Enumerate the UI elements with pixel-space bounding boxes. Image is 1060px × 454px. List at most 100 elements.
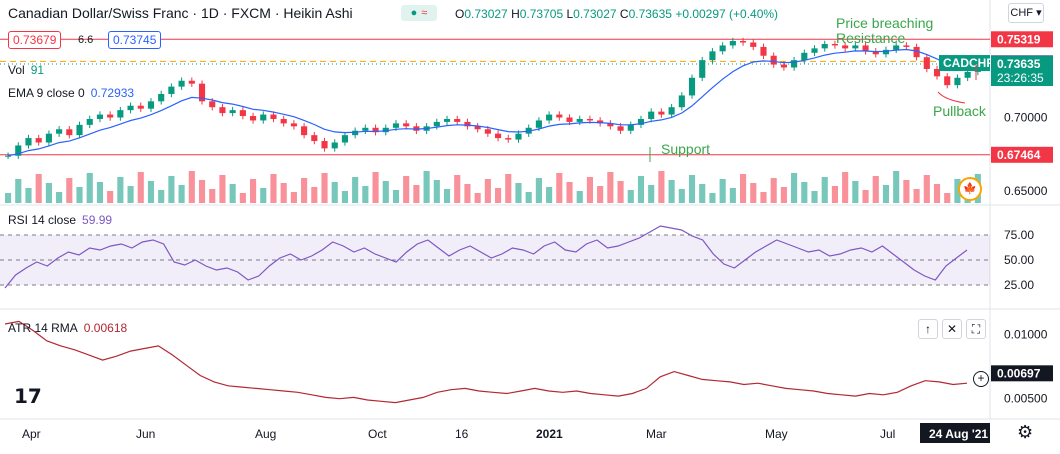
tradingview-logo-icon: 𝟭𝟳 (14, 386, 42, 408)
volume-bar (637, 176, 645, 203)
candle (168, 86, 175, 94)
volume-bar (127, 186, 134, 203)
volume-bar (678, 189, 685, 203)
candle (740, 41, 747, 43)
candle (158, 93, 165, 102)
volume-bar (423, 171, 430, 203)
candle (842, 45, 849, 49)
volume-bar (556, 173, 563, 203)
candle (117, 110, 124, 118)
candle (321, 141, 328, 149)
volume-bar (96, 182, 103, 203)
volume-bar (413, 185, 420, 203)
volume-bar (219, 175, 226, 203)
close-icon[interactable]: ✕ (942, 319, 962, 339)
last-price-axis-tag (991, 56, 1053, 87)
candle (147, 101, 155, 109)
volume-bar (352, 177, 359, 203)
volume-bar (250, 179, 257, 203)
volume-bar (607, 172, 614, 203)
volume-bar (893, 171, 900, 203)
atr-tick: 0.01000 (1004, 327, 1048, 341)
candle (699, 60, 706, 78)
volume-bar (872, 176, 879, 203)
atr-legend[interactable]: ATR 14 RMA 0.00618 (8, 321, 128, 335)
volume-bar (770, 178, 777, 203)
volume-bar (188, 171, 195, 203)
volume-bar (699, 184, 706, 203)
candle (239, 110, 246, 117)
candle (382, 127, 389, 133)
volume-bar (76, 187, 83, 203)
support-axis-label: 0.67464 (997, 148, 1041, 162)
time-tick: Jun (136, 427, 155, 441)
resistance-annotation-line-0: Price breaching (836, 15, 933, 31)
volume-bar (923, 175, 930, 203)
ema-legend[interactable]: EMA 9 close 0 0.72933 (8, 86, 135, 100)
volume-bar (515, 183, 522, 203)
gear-icon[interactable]: ⚙ (1017, 422, 1034, 442)
pullback-annotation: Pullback (933, 103, 987, 119)
volume-bar (740, 174, 747, 203)
volume-bar (750, 183, 757, 203)
candle (903, 45, 910, 47)
volume-bar (627, 190, 634, 203)
volume-bar (66, 178, 73, 203)
candle (668, 107, 675, 115)
resistance-annotation-line-1: Resistance (836, 30, 905, 46)
canada-flag-icon[interactable]: 🍁 (958, 177, 982, 201)
candle (454, 118, 461, 122)
time-tick: Aug (255, 427, 276, 441)
currency-select[interactable]: CHF ▾ (1008, 3, 1044, 23)
time-tick: Apr (22, 427, 41, 441)
date-tag-bg (920, 423, 990, 443)
candle (270, 114, 277, 119)
volume-bar (35, 174, 42, 203)
candle (770, 55, 777, 65)
candle (627, 124, 634, 131)
candle (607, 123, 614, 127)
volume-bar (137, 172, 144, 203)
volume-bar (382, 181, 389, 203)
move-up-icon[interactable]: ↑ (918, 319, 938, 339)
volume-bar (464, 184, 471, 203)
candle (331, 142, 338, 149)
countdown-label: 23:26:35 (997, 71, 1044, 85)
candle (362, 127, 369, 131)
volume-bar (648, 185, 655, 203)
volume-bar (801, 182, 808, 203)
volume-bar (86, 173, 93, 203)
crosshair-plus-icon[interactable]: + (973, 371, 989, 387)
volume-bar (45, 183, 52, 203)
vol-legend[interactable]: Vol 91 (8, 63, 45, 77)
volume-bar (270, 174, 277, 203)
volume-bar (229, 184, 236, 203)
volume-bar (362, 186, 369, 203)
volume-bar (484, 179, 491, 203)
volume-bar (668, 180, 675, 203)
approx-equal-icon[interactable]: ● ≈ (401, 5, 437, 21)
atr-line (4, 320, 968, 404)
candle (229, 110, 236, 114)
volume-bar (505, 174, 512, 203)
candle (341, 135, 348, 143)
candle (25, 138, 32, 146)
candle (678, 95, 685, 108)
buy-button[interactable]: 0.73745 (108, 31, 162, 49)
candle (188, 80, 195, 84)
chart-title: Canadian Dollar/Swiss Franc · 1D · FXCM … (8, 5, 353, 21)
volume-bar (842, 172, 849, 203)
sell-button[interactable]: 0.73679 (8, 31, 62, 49)
candle (56, 129, 63, 134)
volume-bar (15, 179, 22, 203)
candle (443, 118, 451, 122)
time-tick: Jul (880, 427, 895, 441)
candle (392, 123, 400, 128)
maximize-icon[interactable]: ⛶ (966, 319, 986, 339)
volume-bar (933, 184, 941, 203)
volume-bar (709, 193, 716, 203)
volume-bar (780, 187, 787, 203)
rsi-legend[interactable]: RSI 14 close 59.99 (8, 213, 113, 227)
candle (280, 118, 287, 124)
